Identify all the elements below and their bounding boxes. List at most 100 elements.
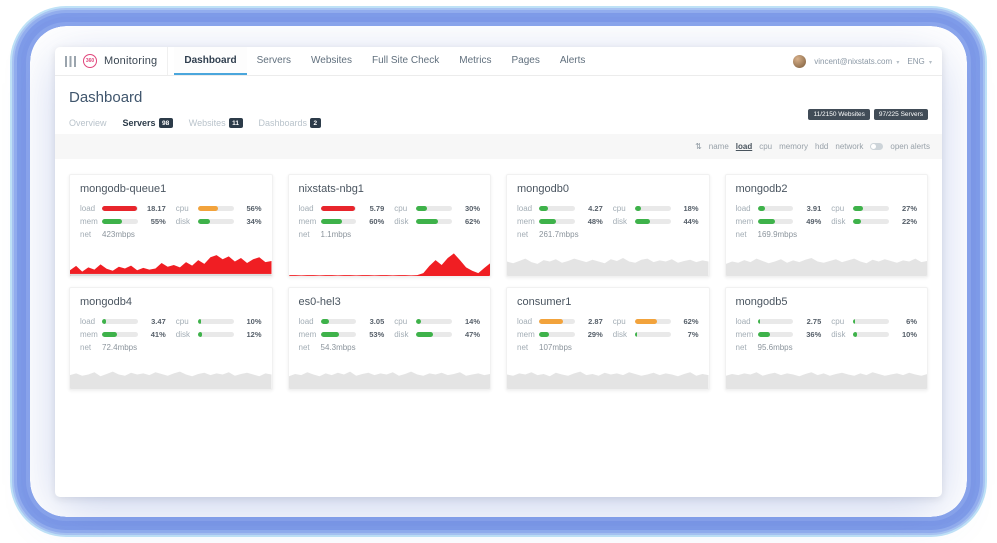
subtab-count-badge: 11 xyxy=(228,118,243,128)
net-label: net xyxy=(517,230,529,239)
open-alerts-toggle[interactable] xyxy=(870,143,884,150)
sort-by-network[interactable]: network xyxy=(835,142,864,151)
subtab-label: Servers xyxy=(122,118,156,128)
server-card[interactable]: mongodb4 load 3.47 cpu 10% mem 41% disk … xyxy=(69,287,273,390)
server-name: consumer1 xyxy=(517,296,572,308)
tab-alerts[interactable]: Alerts xyxy=(559,54,586,66)
mem-value: 29% xyxy=(587,330,603,339)
cpu-value: 14% xyxy=(464,317,480,326)
disk-value: 44% xyxy=(683,217,699,226)
tab-full-site-check[interactable]: Full Site Check xyxy=(372,54,440,66)
server-card[interactable]: mongodb2 load 3.91 cpu 27% mem 49% disk … xyxy=(724,174,928,277)
server-name: mongodb2 xyxy=(735,183,788,195)
mem-bar xyxy=(102,219,138,224)
server-card[interactable]: mongodb-queue1 load 18.17 cpu 56% mem 55… xyxy=(69,174,273,277)
disk-value: 47% xyxy=(464,330,480,339)
metric-net: net 423mbps xyxy=(80,230,262,239)
server-cards-grid: mongodb-queue1 load 18.17 cpu 56% mem 55… xyxy=(55,159,942,390)
disk-label: disk xyxy=(612,217,627,226)
metric-cpu: cpu 30% xyxy=(394,204,480,213)
network-sparkline xyxy=(288,253,490,276)
subtab-websites[interactable]: Websites 11 xyxy=(189,118,243,128)
disk-label: disk xyxy=(831,330,846,339)
mem-bar xyxy=(320,219,357,224)
disk-label: disk xyxy=(175,217,190,226)
net-label: net xyxy=(80,230,92,239)
mem-value: 49% xyxy=(806,217,822,226)
mem-value: 53% xyxy=(369,330,385,339)
tab-metrics[interactable]: Metrics xyxy=(459,54,492,66)
load-value: 3.47 xyxy=(151,317,166,326)
mem-bar xyxy=(757,219,794,224)
tab-websites[interactable]: Websites xyxy=(311,54,352,66)
server-name: mongodb5 xyxy=(735,296,788,308)
load-value: 3.91 xyxy=(806,204,822,213)
mem-bar xyxy=(757,332,794,337)
cpu-label: cpu xyxy=(831,317,845,326)
mem-value: 41% xyxy=(150,330,166,339)
metric-cpu: cpu 6% xyxy=(831,317,917,326)
load-bar xyxy=(539,319,575,324)
disk-label: disk xyxy=(831,217,846,226)
server-card[interactable]: mongodb0 load 4.27 cpu 18% mem 48% disk … xyxy=(506,174,710,277)
metric-disk: disk 47% xyxy=(394,330,480,339)
disk-label: disk xyxy=(394,217,409,226)
metric-net: net 1.1mbps xyxy=(299,230,481,239)
websites-usage-badge[interactable]: 11/2150 Websites xyxy=(808,109,870,120)
servers-usage-badge[interactable]: 97/225 Servers xyxy=(873,109,928,120)
metric-disk: disk 22% xyxy=(831,217,917,226)
subtab-overview[interactable]: Overview xyxy=(69,118,107,128)
subtab-dashboards[interactable]: Dashboards 2 xyxy=(259,118,321,128)
load-label: load xyxy=(298,204,314,213)
app-grid-icon[interactable] xyxy=(65,55,76,67)
mem-label: mem xyxy=(517,330,535,339)
network-sparkline xyxy=(288,371,490,389)
load-value: 18.17 xyxy=(146,204,166,213)
user-avatar[interactable] xyxy=(793,54,807,68)
subtab-label: Dashboards xyxy=(258,118,308,128)
network-sparkline xyxy=(725,258,927,276)
language-menu[interactable]: ENG ▾ xyxy=(907,57,932,66)
disk-value: 7% xyxy=(687,330,699,339)
server-card[interactable]: consumer1 load 2.87 cpu 62% mem 29% disk… xyxy=(506,287,710,390)
load-value: 4.27 xyxy=(588,204,603,213)
tab-pages[interactable]: Pages xyxy=(511,54,540,66)
cpu-value: 30% xyxy=(464,204,480,213)
metric-cpu: cpu 27% xyxy=(831,204,917,213)
usage-badges: 11/2150 Websites 97/225 Servers xyxy=(808,109,928,120)
subtab-count-badge: 98 xyxy=(158,118,173,128)
logo-360-icon[interactable]: 360 xyxy=(83,54,97,68)
subtab-count-badge: 2 xyxy=(310,118,321,128)
open-alerts-label[interactable]: open alerts xyxy=(890,142,930,151)
sort-by-memory[interactable]: memory xyxy=(779,142,809,151)
server-card[interactable]: mongodb5 load 2.75 cpu 6% mem 36% disk 1… xyxy=(724,287,928,390)
tab-servers[interactable]: Servers xyxy=(256,54,292,66)
net-label: net xyxy=(735,230,747,239)
metric-net: net 54.3mbps xyxy=(299,343,481,352)
load-bar xyxy=(102,206,138,211)
server-card[interactable]: nixstats-nbg1 load 5.79 cpu 30% mem 60% … xyxy=(287,174,491,277)
mem-bar xyxy=(102,332,138,337)
server-card[interactable]: es0-hel3 load 3.05 cpu 14% mem 53% disk … xyxy=(287,287,491,390)
tab-dashboard[interactable]: Dashboard xyxy=(174,47,247,75)
user-email-menu[interactable]: vincent@nixstats.com ▾ xyxy=(814,57,899,66)
sort-by-name[interactable]: name xyxy=(708,142,729,151)
sort-by-hdd[interactable]: hdd xyxy=(815,142,829,151)
server-metrics: load 5.79 cpu 30% mem 60% disk 62% net xyxy=(299,204,481,239)
sort-by-load[interactable]: load xyxy=(735,142,753,151)
load-value: 3.05 xyxy=(369,317,385,326)
dashboard-subtabs: Overview Servers 98 Websites 11 Dashboar… xyxy=(55,108,942,134)
disk-bar xyxy=(197,332,234,337)
net-value: 423mbps xyxy=(102,230,135,239)
network-sparkline xyxy=(70,255,272,276)
subtab-servers[interactable]: Servers 98 xyxy=(123,118,173,128)
metric-net: net 72.4mbps xyxy=(80,343,262,352)
logo-text[interactable]: Monitoring xyxy=(104,55,158,67)
mem-bar xyxy=(539,219,575,224)
cpu-value: 56% xyxy=(246,204,262,213)
net-label: net xyxy=(80,343,92,352)
sort-by-cpu[interactable]: cpu xyxy=(759,142,773,151)
net-value: 54.3mbps xyxy=(320,343,356,352)
server-metrics: load 2.75 cpu 6% mem 36% disk 10% net xyxy=(736,317,918,352)
cpu-value: 18% xyxy=(683,204,699,213)
